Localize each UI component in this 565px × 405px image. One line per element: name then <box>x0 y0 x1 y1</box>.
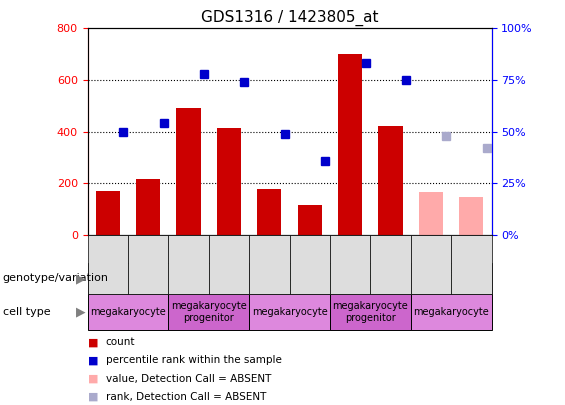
Bar <box>411 294 492 330</box>
Bar <box>419 192 443 235</box>
Text: GATA-1deltaN mutant: GATA-1deltaN mutant <box>277 273 383 283</box>
Bar <box>411 235 451 294</box>
Text: count: count <box>106 337 135 347</box>
Bar <box>249 235 289 294</box>
Bar <box>298 205 322 235</box>
Bar <box>209 235 249 294</box>
Text: ■: ■ <box>88 337 98 347</box>
Text: ■: ■ <box>88 392 98 402</box>
Text: value, Detection Call = ABSENT: value, Detection Call = ABSENT <box>106 374 271 384</box>
Text: ■: ■ <box>88 356 98 365</box>
Bar <box>136 179 160 235</box>
Title: GDS1316 / 1423805_at: GDS1316 / 1423805_at <box>201 9 379 26</box>
Text: ▶: ▶ <box>76 272 86 285</box>
Bar <box>257 189 281 235</box>
Bar <box>459 197 484 235</box>
Bar <box>411 263 492 294</box>
Bar <box>88 294 168 330</box>
Text: wild type: wild type <box>146 273 190 283</box>
Text: rank, Detection Call = ABSENT: rank, Detection Call = ABSENT <box>106 392 266 402</box>
Text: GATA-1deltaNeod
eltaHS mutant: GATA-1deltaNeod eltaHS mutant <box>409 268 493 289</box>
Text: genotype/variation: genotype/variation <box>3 273 109 283</box>
Bar <box>88 263 249 294</box>
Bar <box>290 235 330 294</box>
Bar <box>371 235 411 294</box>
Bar <box>330 235 371 294</box>
Text: megakaryocyte: megakaryocyte <box>413 307 489 317</box>
Bar <box>176 109 201 235</box>
Bar <box>330 294 411 330</box>
Text: ▶: ▶ <box>76 305 86 318</box>
Text: megakaryocyte
progenitor: megakaryocyte progenitor <box>171 301 247 323</box>
Bar <box>128 235 168 294</box>
Bar <box>95 191 120 235</box>
Bar <box>338 54 362 235</box>
Bar <box>88 235 128 294</box>
Bar <box>249 294 330 330</box>
Text: megakaryocyte: megakaryocyte <box>251 307 328 317</box>
Text: ■: ■ <box>88 374 98 384</box>
Bar <box>249 263 411 294</box>
Text: megakaryocyte
progenitor: megakaryocyte progenitor <box>332 301 408 323</box>
Bar <box>168 235 209 294</box>
Text: cell type: cell type <box>3 307 50 317</box>
Text: percentile rank within the sample: percentile rank within the sample <box>106 356 281 365</box>
Bar <box>168 294 249 330</box>
Bar <box>451 235 492 294</box>
Text: megakaryocyte: megakaryocyte <box>90 307 166 317</box>
Bar <box>379 126 403 235</box>
Bar <box>217 128 241 235</box>
